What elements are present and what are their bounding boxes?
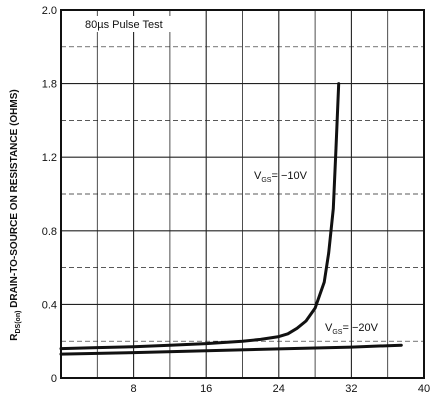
y-axis-title-subscript: DS(on) xyxy=(15,311,22,334)
y-tick-label: 2.0 xyxy=(42,5,57,17)
x-tick-label: 16 xyxy=(200,383,212,395)
vgs-10-label-main: V xyxy=(254,170,262,182)
y-tick-label: 1.8 xyxy=(42,79,57,91)
y-axis-ticks: 0 0.4 0.8 1.2 1.8 2.0 xyxy=(42,5,57,385)
grid xyxy=(61,10,424,378)
vgs-20-label-rest: = −20V xyxy=(342,322,378,334)
series-line-1 xyxy=(59,82,341,351)
series-layer xyxy=(59,82,403,356)
vgs-10-label: VGS= −10V xyxy=(254,170,308,184)
x-axis-ticks: 8 16 24 32 40 xyxy=(131,383,431,395)
vgs-20-label: VGS= −20V xyxy=(325,322,379,336)
y-tick-label: 0 xyxy=(51,373,57,385)
vgs-20-label-main: V xyxy=(325,322,333,334)
y-axis-title-rest: DRAIN-TO-SOURCE ON RESISTANCE (OHMS) xyxy=(9,89,20,310)
x-tick-label: 32 xyxy=(345,383,357,395)
x-tick-label: 8 xyxy=(131,383,137,395)
y-tick-label: 1.2 xyxy=(42,152,57,164)
x-tick-label: 40 xyxy=(418,383,430,395)
plot-frame xyxy=(60,9,425,379)
vgs-10-label-rest: = −10V xyxy=(271,170,307,182)
y-tick-label: 0.4 xyxy=(42,299,57,311)
y-axis-title-main: R xyxy=(9,333,20,341)
annotation-bg xyxy=(82,16,190,32)
pulse-test-annotation: 80µs Pulse Test xyxy=(85,19,163,31)
vgs-10-label-subscript: GS xyxy=(261,177,271,184)
series-line-2 xyxy=(59,343,403,356)
vgs-20-label-subscript: GS xyxy=(332,329,342,336)
y-axis-title: RDS(on) DRAIN-TO-SOURCE ON RESISTANCE (O… xyxy=(9,89,22,341)
x-tick-label: 24 xyxy=(273,383,285,395)
y-tick-label: 0.8 xyxy=(42,226,57,238)
